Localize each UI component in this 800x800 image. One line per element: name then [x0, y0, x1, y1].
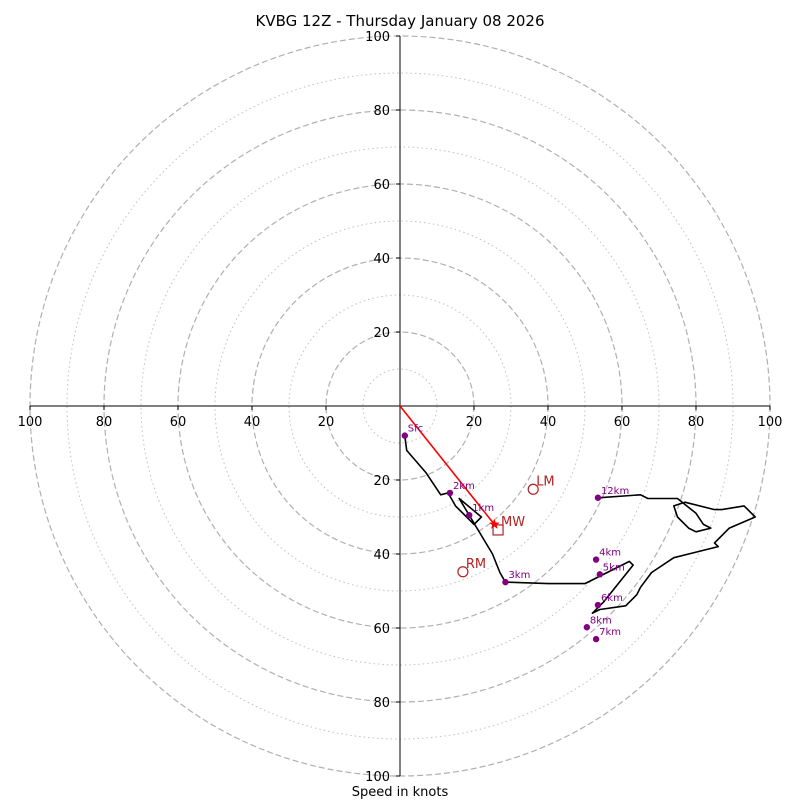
- height-point: [465, 511, 473, 519]
- x-tick-label: 20: [466, 415, 483, 430]
- height-label: 1km: [472, 503, 494, 514]
- x-tick-label: 60: [170, 415, 187, 430]
- height-label: 3km: [508, 570, 530, 581]
- tick-labels: 100 100 80 80 60 60 40 40 20 20 20 20 40 40 60 60 80 80 10…: [18, 30, 783, 785]
- height-label: Sfc: [408, 424, 423, 435]
- height-point: [594, 494, 602, 501]
- chart-title: KVBG 12Z - Thursday January 08 2026: [255, 12, 544, 30]
- y-tick-label: 60: [373, 622, 390, 637]
- storm-motion-star: [488, 518, 500, 530]
- height-point: [446, 489, 454, 497]
- height-point: [502, 578, 509, 586]
- x-axis-label: Speed in knots: [352, 785, 449, 800]
- height-point: [596, 571, 603, 578]
- x-tick-label: 100: [18, 415, 43, 430]
- height-point: [401, 432, 409, 439]
- height-label: 5km: [603, 562, 625, 573]
- y-tick-label: 20: [373, 326, 390, 341]
- height-point: [592, 635, 600, 643]
- height-point: [594, 601, 602, 609]
- height-label: 4km: [599, 548, 621, 559]
- y-tick-label: 100: [365, 770, 390, 785]
- height-label: 2km: [453, 481, 475, 492]
- x-tick-label: 40: [540, 415, 557, 430]
- y-tick-label: 40: [373, 548, 390, 563]
- x-tick-label: 20: [318, 415, 335, 430]
- motion-marker-circle: [527, 483, 539, 495]
- y-tick-label: 80: [373, 104, 390, 119]
- y-tick-label: 20: [373, 474, 390, 489]
- x-tick-label: 80: [96, 415, 113, 430]
- motion-marker-square: [492, 524, 504, 536]
- mean-wind-line: [399, 405, 495, 525]
- y-tick-label: 40: [373, 252, 390, 267]
- motion-marker-circle: [457, 566, 469, 578]
- motion-marker-label: RM: [466, 557, 486, 572]
- x-tick-label: 80: [688, 415, 705, 430]
- y-tick-label: 80: [373, 696, 390, 711]
- y-tick-label: 60: [373, 178, 390, 193]
- motion-marker-label: MW: [501, 515, 525, 530]
- x-tick-label: 60: [614, 415, 631, 430]
- motion-marker-label: LM: [536, 474, 554, 489]
- height-point: [592, 556, 600, 563]
- height-label: 12km: [601, 486, 629, 497]
- x-tick-label: 40: [244, 415, 261, 430]
- height-label: 8km: [590, 615, 612, 626]
- height-label: 7km: [599, 627, 621, 638]
- y-tick-label: 100: [365, 30, 390, 45]
- hodograph-trace: [404, 435, 757, 615]
- height-point: [583, 624, 591, 631]
- height-label: 6km: [601, 593, 623, 604]
- x-tick-label: 100: [758, 415, 783, 430]
